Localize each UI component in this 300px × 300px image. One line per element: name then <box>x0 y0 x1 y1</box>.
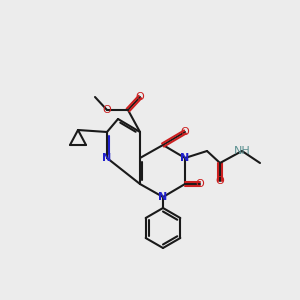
Text: O: O <box>196 179 204 189</box>
Text: O: O <box>136 92 144 102</box>
Text: O: O <box>103 105 111 115</box>
Text: N: N <box>102 153 112 163</box>
Text: O: O <box>216 176 224 186</box>
Text: N: N <box>158 192 168 202</box>
Text: O: O <box>181 127 189 137</box>
Text: N: N <box>180 153 190 163</box>
Text: NH: NH <box>234 146 250 156</box>
